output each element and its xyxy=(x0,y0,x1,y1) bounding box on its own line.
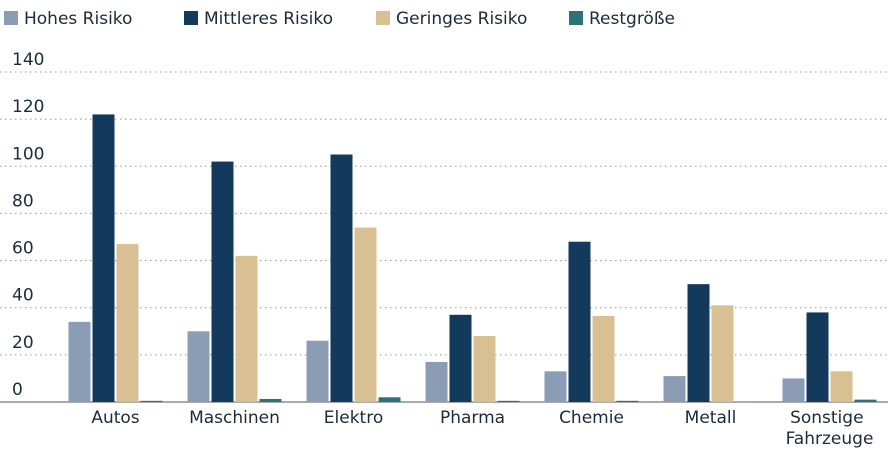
x-tick-label: Sonstige Fahrzeuge xyxy=(786,408,874,449)
legend-label: Hohes Risiko xyxy=(24,9,132,29)
bar xyxy=(663,376,686,402)
bar xyxy=(616,400,639,402)
y-tick-label: 100 xyxy=(12,144,44,164)
x-tick-label: Autos xyxy=(91,408,139,428)
legend-label: Mittleres Risiko xyxy=(204,9,333,29)
bar xyxy=(68,321,91,402)
bar xyxy=(687,284,710,402)
bar xyxy=(306,340,329,402)
y-tick-label: 80 xyxy=(12,191,34,211)
bar xyxy=(425,361,448,402)
y-tick-label: 0 xyxy=(12,380,23,400)
bar xyxy=(140,400,163,402)
bar xyxy=(711,305,734,402)
bar xyxy=(854,399,877,402)
bar xyxy=(378,397,401,402)
x-tick-label: Chemie xyxy=(559,408,624,428)
bar xyxy=(544,371,567,402)
bar xyxy=(187,331,210,402)
bar xyxy=(235,255,258,402)
bar xyxy=(449,314,472,402)
legend-swatch xyxy=(569,11,583,25)
legend-label: Geringes Risiko xyxy=(396,9,527,29)
bar xyxy=(259,398,282,402)
bar xyxy=(473,336,496,402)
bar xyxy=(330,154,353,402)
bar xyxy=(592,315,615,402)
y-tick-label: 60 xyxy=(12,239,34,259)
x-tick-label: Elektro xyxy=(324,408,383,428)
bar xyxy=(116,244,139,402)
x-tick-label: Pharma xyxy=(440,408,505,428)
x-tick-label: Metall xyxy=(685,408,737,428)
bar xyxy=(211,161,234,402)
y-tick-label: 140 xyxy=(12,50,44,70)
bar xyxy=(830,371,853,402)
legend-swatch xyxy=(376,11,390,25)
y-tick-label: 20 xyxy=(12,333,34,353)
y-tick-label: 120 xyxy=(12,97,44,117)
bar xyxy=(806,312,829,402)
legend-swatch xyxy=(4,11,18,25)
bar xyxy=(92,114,115,402)
bar xyxy=(354,227,377,402)
bar xyxy=(568,241,591,402)
x-tick-label: Maschinen xyxy=(189,408,280,428)
legend-label: Restgröße xyxy=(589,9,675,29)
bar xyxy=(782,378,805,402)
bar xyxy=(497,400,520,402)
y-tick-label: 40 xyxy=(12,286,34,306)
legend-swatch xyxy=(184,11,198,25)
